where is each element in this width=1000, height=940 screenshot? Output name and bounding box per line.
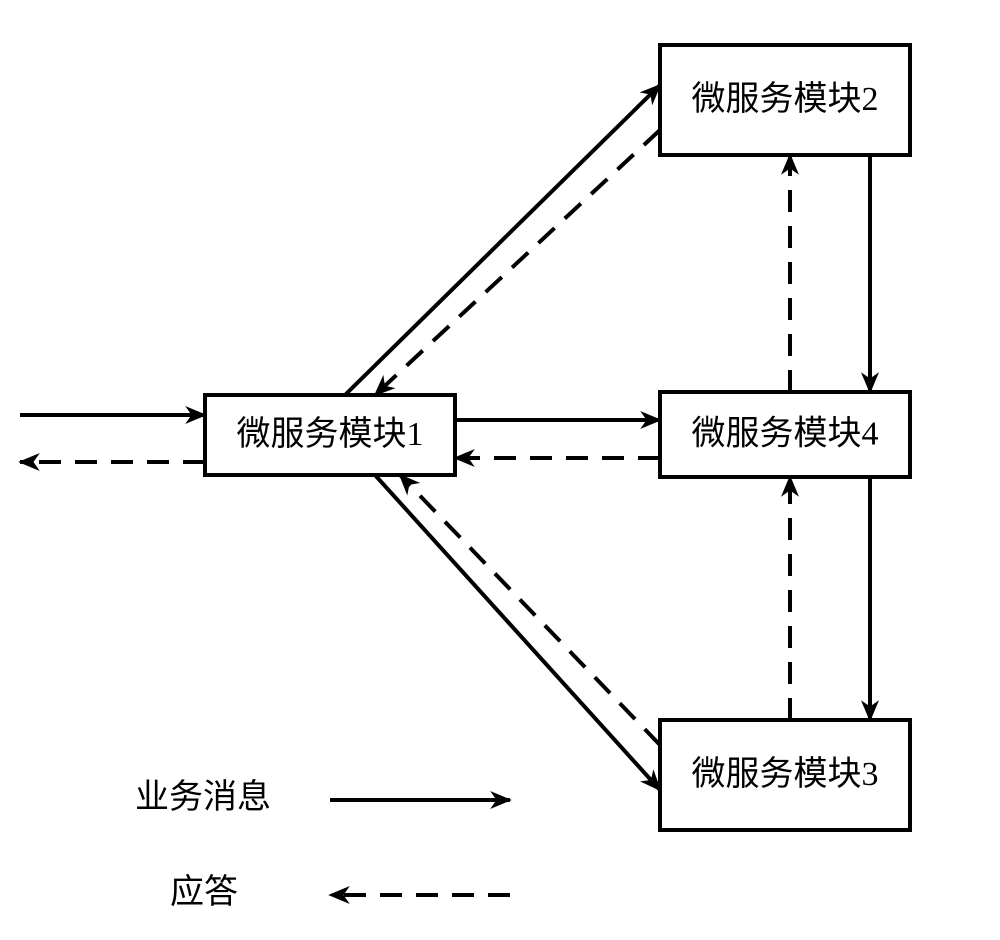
edge [400, 475, 660, 745]
microservice-diagram: 微服务模块1 微服务模块2 微服务模块3 微服务模块4 业务消息应答 [0, 0, 1000, 940]
legend-label: 业务消息 [135, 778, 271, 816]
node-label: 微服务模块2 [692, 80, 879, 118]
node-label: 微服务模块4 [692, 414, 879, 452]
node-n1: 微服务模块1 [205, 395, 455, 475]
node-n2: 微服务模块2 [660, 45, 910, 155]
node-n3: 微服务模块3 [660, 720, 910, 830]
nodes-layer: 微服务模块1 微服务模块2 微服务模块3 微服务模块4 [205, 45, 910, 830]
node-label: 微服务模块1 [237, 415, 424, 453]
legend-label: 应答 [170, 873, 238, 911]
node-n4: 微服务模块4 [660, 392, 910, 477]
edge [375, 130, 660, 395]
legend: 业务消息应答 [135, 778, 510, 911]
edge [375, 475, 660, 790]
edge [345, 85, 660, 395]
node-label: 微服务模块3 [692, 755, 879, 793]
